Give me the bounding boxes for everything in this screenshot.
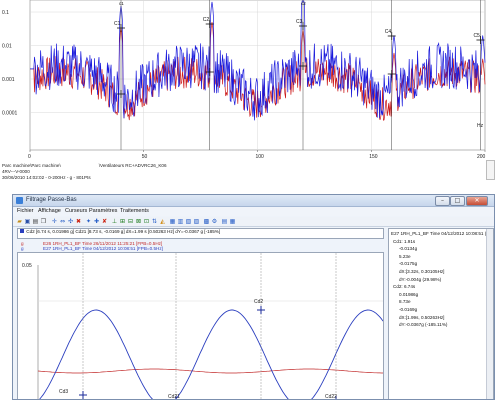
legend-swatch xyxy=(20,229,24,233)
legend-cursor-readout: Cd2 [6.74 s, 0.01986 g] Cd21 [8.73 s, -0… xyxy=(26,229,221,234)
legend-row-1: g xyxy=(21,241,24,246)
cursor-add-icon[interactable]: ✛ xyxy=(51,218,58,225)
cursor-label: C3 xyxy=(296,19,303,25)
y-tick-label: 0.05 xyxy=(22,263,32,269)
cursor-label: Cd2 xyxy=(254,299,263,305)
cursor-label: C2 xyxy=(203,17,210,23)
filter-cursors: Cd2 Cd3 Cd21 Cd22 xyxy=(59,253,337,400)
readout-line: Cd2: 6.74s xyxy=(393,284,416,290)
readout-line: dX:[1.99s, 0.50263Hz] xyxy=(399,314,445,320)
cursor-label: Cd3 xyxy=(59,389,68,395)
readout-line: dY:-0.0367g (-185.11%) xyxy=(399,322,448,328)
menu-bar: Fichier Affichage Curseurs Paramètres Tr… xyxy=(13,207,494,216)
zoom-fit-icon[interactable]: ⊟ xyxy=(127,218,134,225)
filter-plot-panel: 0.05 Cd2 Cd3 Cd21 Cd22 xyxy=(17,252,384,400)
x-tick-label: 50 xyxy=(142,154,148,160)
menu-affichage[interactable]: Affichage xyxy=(38,208,61,214)
x-tick-label: 0 xyxy=(28,154,31,160)
cursor-label: C4 xyxy=(385,29,392,35)
y-tick-label: 0.01 xyxy=(2,44,12,50)
window-titlebar[interactable]: Filtrage Passe-Bas – □ ✕ xyxy=(13,195,494,207)
filter-series-blue xyxy=(38,309,383,399)
legend-row-1-text: E26 1RH_PL1_BF Time 26/11/2012 11:25:21 … xyxy=(43,241,163,246)
y-tick-label: 0.1 xyxy=(2,10,9,16)
menu-traitements[interactable]: Traitements xyxy=(120,208,149,214)
x-tick-label: 150 xyxy=(369,154,378,160)
maximize-icon[interactable]: □ xyxy=(450,196,465,206)
print-icon[interactable]: ▤ xyxy=(32,218,39,225)
readout-line: dY:-0.004g (29.98%) xyxy=(399,276,442,282)
readout-line: 8.73e xyxy=(399,299,411,305)
cursor-readout-panel: E27 1RH_PL1_BF Time 04/12/2012 10:08:51 … xyxy=(388,228,494,399)
spectrum-series-blue xyxy=(30,0,486,121)
readout-line: E27 1RH_PL1_BF Time 04/12/2012 10:08:51 … xyxy=(391,231,490,236)
cursor-label: C1 xyxy=(114,21,121,27)
x-tick-label: 100 xyxy=(256,154,265,160)
zoom-y-icon[interactable]: ⊞ xyxy=(119,218,126,225)
cursor-harmonic-icon[interactable]: ✣ xyxy=(67,218,74,225)
open-folder-icon[interactable]: ▰ xyxy=(17,218,22,225)
readout-line: -0.0169g xyxy=(399,307,418,312)
layout-icon[interactable]: ▥ xyxy=(177,218,184,225)
filter-series-red xyxy=(37,368,383,374)
x-tick-label: 200 xyxy=(477,154,486,160)
legend-panel: Cd2 [6.74 s, 0.01986 g] Cd21 [8.73 s, -0… xyxy=(17,228,384,239)
cursor-tag: c2 xyxy=(301,1,306,6)
info-machine-path: Parc machine\Parc machine\ \Ventilateurs … xyxy=(2,163,167,168)
export-icon[interactable]: ▩ xyxy=(203,218,210,225)
legend-row-2: g xyxy=(21,246,24,251)
y-tick-label: 0.001 xyxy=(2,77,15,83)
readout-line: 5.23e xyxy=(399,253,411,259)
cursor-clear-icon[interactable]: ✘ xyxy=(101,218,108,225)
zoom-in-icon[interactable]: ⊠ xyxy=(135,218,142,225)
zoom-out-icon[interactable]: ⊡ xyxy=(143,218,150,225)
spectrum-grid xyxy=(30,0,485,150)
info-acquisition: 30/06/2010 14:02:02 - 0-200Hz - g - 801P… xyxy=(2,175,91,180)
readout-line: -0.0175g xyxy=(399,261,418,267)
overlay-icon[interactable]: ▧ xyxy=(185,218,192,225)
copy-icon[interactable]: ❐ xyxy=(40,218,47,225)
toolbar: ▰ ▣ ▤ ❐ ✛ ⇔ ✣ ✖ ✦ ✚ ✘ ⊥ ⊞ ⊟ ⊠ ⊡ ⇅ ◭ ▦ ▥ … xyxy=(13,217,494,227)
cursor-label: C5 xyxy=(473,33,480,39)
menu-fichier[interactable]: Fichier xyxy=(17,208,34,214)
stack-icon[interactable]: ▨ xyxy=(193,218,200,225)
legend-row-2-text: E27 1RH_PL1_BF Time 04/12/2012 10:08:51 … xyxy=(43,246,163,251)
grid-icon[interactable]: ▦ xyxy=(169,218,176,225)
readout-line: dX:[3.32s, 0.30105Hz] xyxy=(399,269,445,274)
zoom-x-icon[interactable]: ⊥ xyxy=(111,218,118,225)
cursor-move-icon[interactable]: ⇔ xyxy=(59,218,66,225)
cursor-next-icon[interactable]: ✚ xyxy=(93,218,100,225)
filter-chart: 0.05 Cd2 Cd3 Cd21 Cd22 xyxy=(22,253,383,400)
cursor-label: Cd21 xyxy=(168,394,180,400)
table-icon[interactable]: ▤ xyxy=(221,218,228,225)
info-point-id: 4RV---V-0000 xyxy=(2,169,30,174)
readout-scrollbar[interactable] xyxy=(486,229,493,399)
scale-icon[interactable]: ⇅ xyxy=(151,218,158,225)
filter-window: Filtrage Passe-Bas – □ ✕ Fichier Afficha… xyxy=(12,194,495,400)
info-scrollbar[interactable] xyxy=(486,160,495,180)
y-tick-label: 0.0001 xyxy=(2,111,18,117)
spectrum-cursors: C1 C2 C3 C4 C5 c1 c2 xyxy=(114,0,485,150)
readout-line: Cd1: 1.91s xyxy=(393,238,416,244)
cursor-prev-icon[interactable]: ✦ xyxy=(85,218,92,225)
settings-icon[interactable]: ⚙ xyxy=(211,218,218,225)
minimize-icon[interactable]: – xyxy=(435,196,450,206)
menu-parametres[interactable]: Paramètres xyxy=(89,208,118,214)
window-title: Filtrage Passe-Bas xyxy=(26,197,77,203)
chart-icon[interactable]: ▦ xyxy=(229,218,236,225)
cursor-label: Cd22 xyxy=(325,394,337,400)
save-icon[interactable]: ▣ xyxy=(24,218,31,225)
close-icon[interactable]: ✕ xyxy=(466,196,488,206)
spectrum-chart: C1 C2 C3 C4 C5 c1 c2 0.1 0.01 0.001 0.0001 0 50 100… xyxy=(2,0,486,160)
app-icon xyxy=(16,197,23,204)
log-scale-icon[interactable]: ◭ xyxy=(160,218,165,225)
x-unit-label: Hz xyxy=(477,123,484,129)
readout-line: 0.01986g xyxy=(399,291,419,297)
menu-curseurs[interactable]: Curseurs xyxy=(65,208,88,214)
cursor-delete-icon[interactable]: ✖ xyxy=(75,218,82,225)
cursor-tag: c1 xyxy=(119,1,124,6)
readout-line: -0.0134g xyxy=(399,246,418,252)
